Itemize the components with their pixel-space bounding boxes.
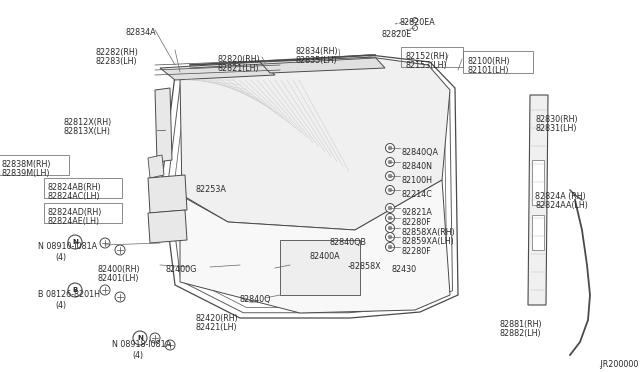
Text: 92821A: 92821A [402, 208, 433, 217]
Polygon shape [180, 180, 450, 313]
Text: 82214C: 82214C [402, 190, 433, 199]
Circle shape [388, 235, 392, 239]
Text: 82840Q: 82840Q [240, 295, 271, 304]
Text: 82824AA(LH): 82824AA(LH) [535, 201, 588, 210]
Text: 82881(RH): 82881(RH) [500, 320, 543, 329]
Circle shape [388, 206, 392, 210]
Circle shape [385, 203, 394, 212]
Text: 82153(LH): 82153(LH) [405, 61, 447, 70]
Text: (4): (4) [55, 253, 66, 262]
Circle shape [388, 245, 392, 249]
Text: N 08918-I081A: N 08918-I081A [112, 340, 171, 349]
Circle shape [385, 224, 394, 232]
Text: 82835(LH): 82835(LH) [295, 56, 337, 65]
Text: 82834A: 82834A [125, 28, 156, 37]
Text: 82812X(RH): 82812X(RH) [63, 118, 111, 127]
Text: 82400G: 82400G [165, 265, 196, 274]
Text: 82839M(LH): 82839M(LH) [2, 169, 51, 178]
Text: 82882(LH): 82882(LH) [500, 329, 541, 338]
Text: N 08910-I081A: N 08910-I081A [38, 242, 97, 251]
Circle shape [385, 186, 394, 195]
Text: 82421(LH): 82421(LH) [196, 323, 237, 332]
Polygon shape [148, 155, 164, 178]
Text: 82282(RH): 82282(RH) [96, 48, 139, 57]
FancyBboxPatch shape [532, 160, 544, 205]
Polygon shape [528, 95, 548, 305]
Text: 82840QB: 82840QB [330, 238, 367, 247]
Text: 82824A (RH): 82824A (RH) [535, 192, 586, 201]
Text: .JR200000: .JR200000 [598, 360, 638, 369]
Circle shape [150, 333, 160, 343]
Circle shape [388, 216, 392, 220]
Polygon shape [180, 57, 450, 230]
Text: B 08126-8201H: B 08126-8201H [38, 290, 100, 299]
Text: 82858XA(RH): 82858XA(RH) [402, 228, 456, 237]
Circle shape [388, 146, 392, 150]
Text: 82859XA(LH): 82859XA(LH) [402, 237, 455, 246]
Text: (4): (4) [55, 301, 66, 310]
Text: 82420(RH): 82420(RH) [196, 314, 239, 323]
Polygon shape [260, 57, 385, 73]
Circle shape [165, 340, 175, 350]
Text: 82430: 82430 [392, 265, 417, 274]
Text: 82824AC(LH): 82824AC(LH) [47, 192, 100, 201]
Text: 82400A: 82400A [310, 252, 340, 261]
Text: N: N [137, 335, 143, 341]
Text: -82858X: -82858X [348, 262, 381, 271]
Text: 82824AD(RH): 82824AD(RH) [47, 208, 101, 217]
Circle shape [388, 160, 392, 164]
Polygon shape [155, 88, 172, 162]
Circle shape [385, 144, 394, 153]
Text: 82831(LH): 82831(LH) [535, 124, 577, 133]
Text: 82824AB(RH): 82824AB(RH) [47, 183, 100, 192]
Polygon shape [160, 62, 275, 80]
Circle shape [413, 17, 417, 22]
Text: 82283(LH): 82283(LH) [96, 57, 138, 66]
Text: 82838M(RH): 82838M(RH) [2, 160, 51, 169]
Text: 82253A: 82253A [196, 185, 227, 194]
Circle shape [385, 243, 394, 251]
Text: (4): (4) [132, 351, 143, 360]
Text: 82820E: 82820E [382, 30, 412, 39]
Circle shape [385, 214, 394, 222]
Text: 82840N: 82840N [402, 162, 433, 171]
Text: 82820EA: 82820EA [400, 18, 436, 27]
Text: 82152(RH): 82152(RH) [405, 52, 448, 61]
Text: 82813X(LH): 82813X(LH) [63, 127, 110, 136]
Text: 82100(RH): 82100(RH) [467, 57, 509, 66]
Text: 82401(LH): 82401(LH) [97, 274, 138, 283]
FancyBboxPatch shape [532, 215, 544, 250]
Circle shape [385, 232, 394, 241]
Circle shape [388, 226, 392, 230]
Circle shape [100, 238, 110, 248]
Text: N: N [72, 239, 78, 245]
Text: 82280F: 82280F [402, 247, 432, 256]
Polygon shape [148, 210, 187, 243]
FancyBboxPatch shape [280, 240, 360, 295]
Text: 82100H: 82100H [402, 176, 433, 185]
Text: 82280F: 82280F [402, 218, 432, 227]
Text: 82821(LH): 82821(LH) [218, 64, 260, 73]
Circle shape [388, 174, 392, 178]
Circle shape [385, 171, 394, 180]
Polygon shape [148, 175, 187, 213]
Circle shape [115, 245, 125, 255]
Circle shape [413, 26, 417, 31]
Text: 82400(RH): 82400(RH) [97, 265, 140, 274]
Text: B: B [72, 287, 77, 293]
Text: 82101(LH): 82101(LH) [467, 66, 509, 75]
Text: 82834(RH): 82834(RH) [295, 47, 338, 56]
Circle shape [115, 292, 125, 302]
Circle shape [388, 188, 392, 192]
Circle shape [385, 157, 394, 167]
Text: 82830(RH): 82830(RH) [535, 115, 578, 124]
Circle shape [100, 285, 110, 295]
Text: 82824AE(LH): 82824AE(LH) [47, 217, 99, 226]
Text: 82840QA: 82840QA [402, 148, 439, 157]
Text: 82820(RH): 82820(RH) [218, 55, 260, 64]
